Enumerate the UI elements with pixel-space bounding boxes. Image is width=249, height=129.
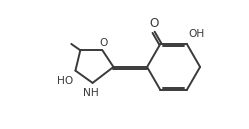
Text: NH: NH [83,88,99,98]
Text: HO: HO [57,76,73,86]
Text: OH: OH [189,29,205,39]
Text: O: O [149,17,158,30]
Text: O: O [99,38,108,48]
